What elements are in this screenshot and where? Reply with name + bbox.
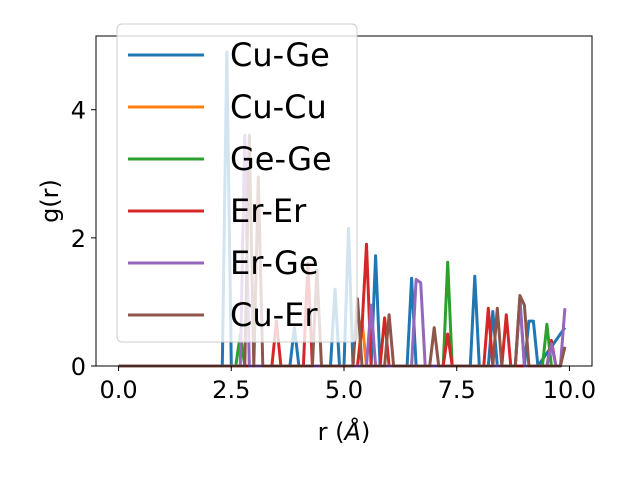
legend-label-cu-er: Cu-Er bbox=[230, 296, 318, 334]
x-axis: 0.0 2.5 5.0 7.5 10.0 bbox=[99, 366, 596, 404]
legend-label-cu-cu: Cu-Cu bbox=[230, 88, 327, 126]
y-tick-label: 0 bbox=[71, 353, 86, 381]
y-tick-label: 4 bbox=[71, 97, 86, 125]
x-tick-label: 5.0 bbox=[325, 376, 363, 404]
series-line-ge-ge bbox=[118, 260, 553, 368]
y-tick-label: 2 bbox=[71, 225, 86, 253]
x-axis-label: r (Å) bbox=[318, 417, 371, 446]
x-tick-label: 10.0 bbox=[543, 376, 596, 404]
legend-label-ge-ge: Ge-Ge bbox=[230, 140, 332, 178]
y-axis: 0 2 4 bbox=[71, 97, 96, 381]
legend-label-cu-ge: Cu-Ge bbox=[230, 36, 330, 74]
legend: Cu-Ge Cu-Cu Ge-Ge Er-Er Er-Ge Cu-Er bbox=[116, 23, 358, 343]
legend-label-er-er: Er-Er bbox=[230, 192, 307, 230]
x-tick-label: 2.5 bbox=[212, 376, 250, 404]
x-tick-label: 0.0 bbox=[99, 376, 137, 404]
x-tick-label: 7.5 bbox=[438, 376, 476, 404]
legend-label-er-ge: Er-Ge bbox=[230, 244, 319, 282]
y-axis-label: g(r) bbox=[36, 179, 64, 223]
